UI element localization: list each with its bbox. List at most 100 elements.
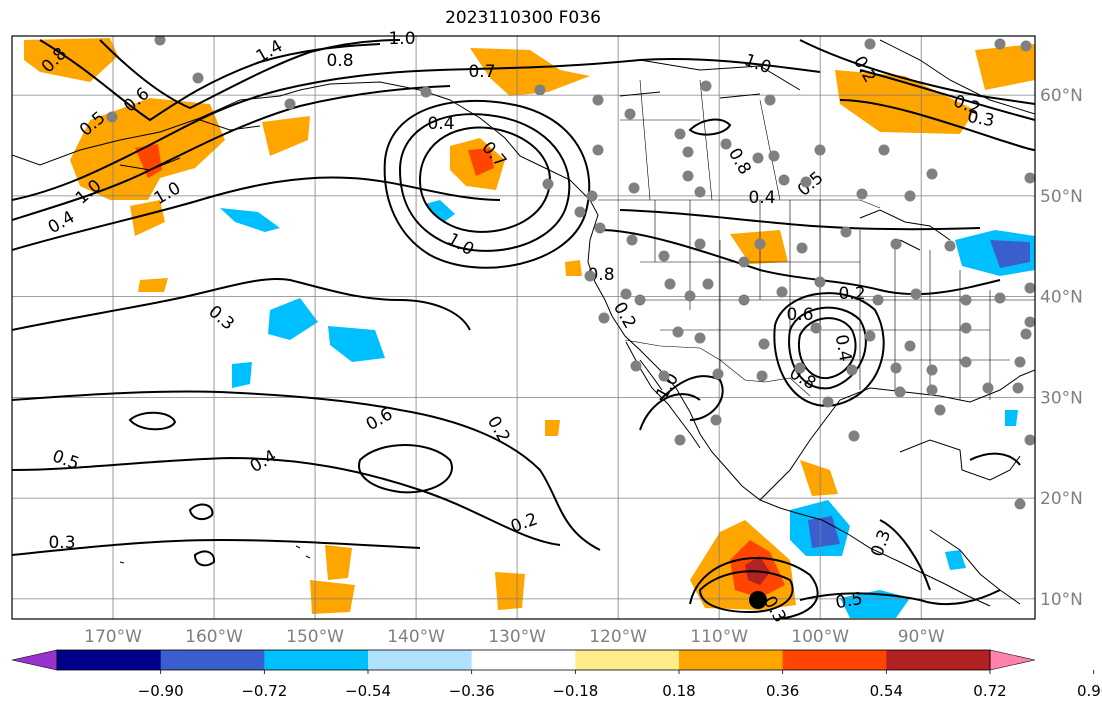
station-marker: [982, 382, 994, 394]
station-marker: [904, 340, 916, 352]
colorbar-segment: [160, 650, 265, 670]
station-marker: [106, 111, 118, 123]
station-marker: [846, 364, 858, 376]
colorbar-segment: [782, 650, 887, 670]
blue-area: [232, 362, 252, 388]
canada-province-borders: [620, 79, 781, 201]
station-marker: [1024, 172, 1035, 184]
map-frame: [11, 35, 1036, 620]
blue-area: [1005, 410, 1018, 426]
station-marker: [864, 330, 876, 342]
contour-line: [859, 69, 1035, 121]
contour-line: [773, 292, 885, 407]
contour-line: [398, 113, 571, 252]
station-marker: [926, 364, 938, 376]
colorbar-extend-high: [989, 649, 1036, 671]
contour-line: [688, 118, 732, 136]
colorbar-tick-label: −0.72: [241, 682, 287, 700]
longitude-label: 110°W: [690, 627, 748, 647]
station-marker: [592, 144, 604, 156]
station-marker: [674, 128, 686, 140]
longitude-label: 160°W: [185, 627, 243, 647]
station-marker: [934, 404, 946, 416]
contour-label: 0.6: [786, 305, 813, 325]
station-marker: [684, 290, 696, 302]
colorbar-segment: [57, 650, 162, 670]
negative-anomaly-areas: [220, 200, 1035, 618]
state-borders: [640, 200, 1035, 400]
blue-area: [328, 326, 385, 362]
station-marker: [890, 238, 902, 250]
station-marker: [694, 186, 706, 198]
yucatan-coast: [899, 439, 1021, 481]
station-marker: [872, 294, 884, 306]
contour-label: 0.2: [483, 413, 514, 446]
latitude-label: 20°N: [1040, 489, 1083, 509]
orange-area: [470, 48, 590, 96]
station-marker: [796, 242, 808, 254]
station-marker: [574, 206, 586, 218]
station-marker: [738, 256, 750, 268]
station-marker: [710, 414, 722, 426]
station-marker: [848, 430, 860, 442]
contour-label: 0.4: [831, 333, 855, 363]
contour-line: [969, 452, 1021, 466]
station-marker: [794, 362, 806, 374]
contour-line: [619, 209, 981, 231]
station-marker: [768, 150, 780, 162]
north-america-west-coast: [12, 81, 991, 607]
contour-label: 0.8: [724, 145, 755, 178]
station-marker: [682, 146, 694, 158]
station-marker: [154, 36, 166, 46]
colorbar-segment: [368, 650, 473, 670]
orange-area: [975, 44, 1035, 90]
station-marker: [634, 294, 646, 306]
orange-area: [565, 260, 582, 276]
positive-anomaly-areas: [24, 38, 1035, 614]
contour-line: [193, 550, 216, 567]
station-marker: [944, 240, 956, 252]
contour-line: [188, 503, 214, 521]
orange-area: [310, 580, 355, 614]
contour-label: 0.5: [50, 446, 82, 474]
colorbar-tick-label: −0.36: [449, 682, 495, 700]
contour-label: 0.4: [247, 446, 280, 477]
longitude-tick-labels: 170°W 160°W 150°W 140°W 130°W 120°W 110°W 100°W…: [84, 627, 945, 647]
station-marker: [814, 276, 826, 288]
contour-line: [639, 393, 701, 431]
station-marker: [598, 312, 610, 324]
political-borders: [598, 79, 1035, 400]
storm-center-marker: [749, 591, 767, 609]
colorbar-tick-label: 0.18: [662, 682, 695, 700]
latitude-label: 60°N: [1040, 86, 1083, 106]
contour-label: 0.3: [204, 302, 238, 335]
longitude-label: 100°W: [791, 627, 849, 647]
contour-lines: [12, 39, 1035, 619]
orange-area: [130, 200, 165, 236]
contour-line: [418, 126, 551, 233]
colorbar-tick-label: 0.36: [766, 682, 799, 700]
colorbar-tick-label: 0.90: [1077, 682, 1102, 700]
station-marker: [758, 338, 770, 350]
blue-area: [220, 208, 280, 232]
station-marker: [960, 322, 972, 334]
station-marker: [584, 270, 596, 282]
station-marker: [1020, 40, 1032, 52]
orange-area: [135, 144, 162, 178]
station-marker: [960, 294, 972, 306]
station-marker: [752, 152, 764, 164]
station-marker: [594, 222, 606, 234]
contour-line: [383, 99, 591, 269]
blue-area: [840, 590, 910, 618]
colorbar-tick-label: −0.18: [552, 682, 598, 700]
contour-line: [12, 85, 451, 221]
station-marker: [814, 144, 826, 156]
latitude-label: 10°N: [1040, 590, 1083, 610]
station-marker: [1014, 498, 1026, 510]
contour-line: [799, 39, 1035, 105]
filled-anomalies: [24, 38, 1035, 618]
station-marker: [776, 286, 788, 298]
contour-label: 0.8: [587, 265, 614, 285]
colorbar: [11, 649, 1036, 671]
